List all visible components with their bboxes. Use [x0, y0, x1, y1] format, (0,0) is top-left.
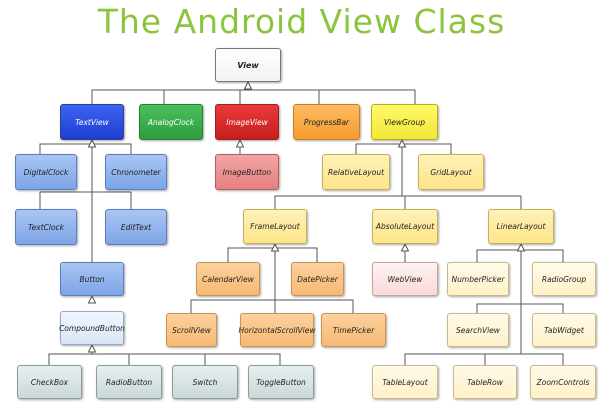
- node-analogclock: AnalogClock: [139, 104, 203, 140]
- node-view: View: [215, 48, 281, 82]
- node-viewgroup: ViewGroup: [371, 104, 438, 140]
- arrowhead-framelayout: [270, 242, 280, 252]
- node-scrollview: ScrollView: [166, 313, 217, 347]
- node-tablelayout: TableLayout: [372, 365, 438, 399]
- node-absolutelayout: AbsoluteLayout: [372, 209, 438, 244]
- arrowhead-compoundbutton: [87, 343, 97, 353]
- arrowhead-viewgroup: [397, 138, 407, 148]
- node-searchview: SearchView: [447, 313, 509, 347]
- node-compoundbutton: CompoundButton: [59, 311, 125, 345]
- node-numberpicker: NumberPicker: [447, 262, 509, 296]
- node-radiogroup: RadioGroup: [532, 262, 596, 296]
- node-tablerow: TableRow: [453, 365, 517, 399]
- node-datepicker: DatePicker: [291, 262, 344, 296]
- node-digitalclock: DigitalClock: [15, 154, 77, 190]
- node-calendarview: CalendarView: [196, 262, 260, 296]
- node-imagebutton: ImageButton: [215, 154, 279, 190]
- arrowhead-textview: [87, 138, 97, 148]
- arrowhead-view: [243, 80, 253, 90]
- node-webview: WebView: [372, 262, 438, 296]
- node-edittext: EditText: [105, 209, 167, 245]
- edge-compoundbutton-children: [48, 345, 281, 365]
- node-togglebutton: ToggleButton: [248, 365, 314, 399]
- node-switch: Switch: [172, 365, 238, 399]
- node-relativelayout: RelativeLayout: [322, 154, 390, 190]
- edge-view-children: [91, 82, 416, 104]
- diagram-title: The Android View Class: [97, 2, 506, 41]
- node-imageview: ImageView: [215, 104, 279, 140]
- node-radiobutton: RadioButton: [96, 365, 162, 399]
- node-checkbox: CheckBox: [17, 365, 82, 399]
- node-chronometer: Chronometer: [105, 154, 167, 190]
- node-gridlayout: GridLayout: [418, 154, 484, 190]
- arrowhead-button: [87, 294, 97, 304]
- node-button: Button: [60, 262, 124, 296]
- node-zoomcontrols: ZoomControls: [530, 365, 596, 399]
- node-tabwidget: TabWidget: [532, 313, 596, 347]
- arrowhead-linearlayout: [516, 242, 526, 252]
- arrowhead-absolutelayout: [400, 242, 410, 252]
- node-horizontalscrollview: HorizontalScrollView: [239, 313, 316, 347]
- node-timepicker: TimePicker: [321, 313, 386, 347]
- node-progressbar: ProgressBar: [293, 104, 360, 140]
- arrowhead-imageview: [235, 138, 245, 148]
- node-framelayout: FrameLayout: [243, 209, 307, 244]
- node-linearlayout: LinearLayout: [488, 209, 554, 244]
- edge-viewgroup-children: [274, 140, 522, 209]
- node-textclock: TextClock: [15, 209, 77, 245]
- node-textview: TextView: [60, 104, 124, 140]
